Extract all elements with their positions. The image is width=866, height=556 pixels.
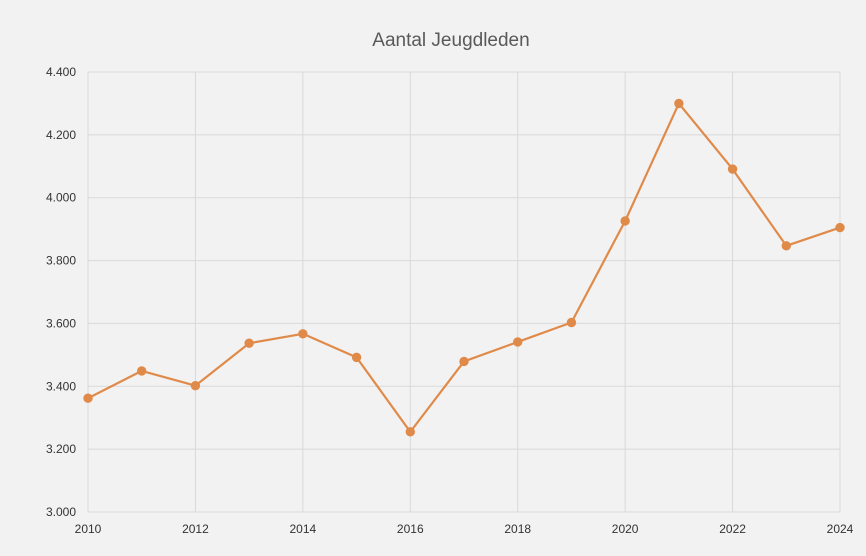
vertical-gridlines — [87, 72, 841, 512]
x-tick-label: 2010 — [75, 522, 102, 536]
y-tick-label: 3.800 — [46, 254, 76, 268]
x-axis-tick-labels: 2010 2012 2014 2016 2018 2020 2022 2024 — [75, 522, 854, 536]
data-point — [298, 329, 308, 339]
y-tick-label: 4.000 — [46, 191, 76, 205]
data-point — [835, 222, 845, 233]
y-tick-label: 4.400 — [46, 65, 76, 79]
x-tick-label: 2012 — [182, 522, 209, 536]
data-point — [513, 337, 523, 347]
data-point — [137, 366, 147, 376]
data-point — [674, 98, 684, 109]
data-point — [190, 380, 201, 391]
y-tick-label: 3.400 — [46, 379, 76, 393]
x-tick-label: 2014 — [290, 522, 317, 536]
y-tick-label: 3.000 — [46, 505, 76, 519]
data-point — [83, 393, 93, 403]
data-point — [566, 317, 577, 328]
y-tick-label: 4.200 — [46, 128, 76, 142]
data-point — [727, 164, 738, 174]
y-axis-tick-labels: 3.000 3.200 3.400 3.600 3.800 4.000 4.200 4.400 — [46, 65, 76, 519]
data-point — [459, 356, 469, 367]
x-tick-label: 2016 — [397, 522, 424, 536]
x-tick-label: 2020 — [612, 522, 639, 536]
horizontal-gridlines — [88, 71, 840, 513]
data-point — [405, 427, 415, 437]
data-point — [351, 352, 362, 363]
data-point — [781, 241, 791, 251]
data-point — [620, 216, 630, 226]
x-tick-label: 2018 — [504, 522, 531, 536]
y-tick-label: 3.600 — [46, 316, 76, 330]
chart-title: Aantal Jeugdleden — [372, 30, 529, 51]
series-group — [83, 98, 845, 437]
y-tick-label: 3.200 — [46, 442, 76, 456]
x-tick-label: 2022 — [719, 522, 746, 536]
data-point — [244, 338, 254, 348]
x-tick-label: 2024 — [827, 522, 854, 536]
